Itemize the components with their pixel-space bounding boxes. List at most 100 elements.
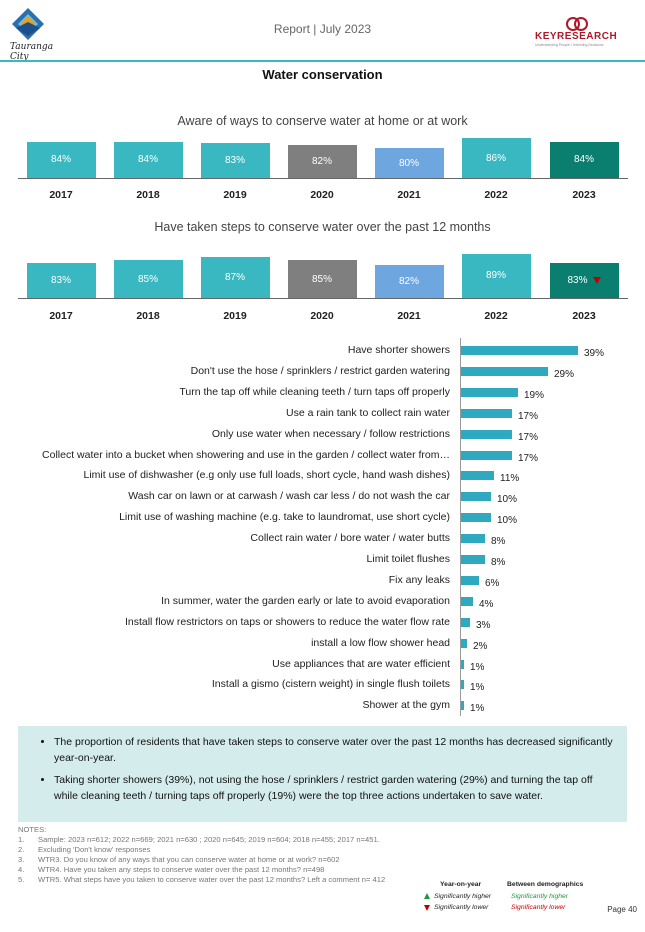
chart2-value-label: 83%	[50, 275, 71, 287]
chart1-year-label: 2018	[136, 189, 160, 201]
tauranga-logo: Tauranga City	[6, 6, 66, 62]
page-number: Page 40	[607, 905, 637, 914]
chart1-year-label: 2020	[310, 189, 334, 201]
chart3-value-label: 17%	[518, 452, 539, 464]
chart2-bar-2019: 87%	[200, 256, 270, 298]
keyresearch-name: KEYRESEARCH	[535, 31, 618, 42]
chart1-year-label: 2021	[397, 189, 421, 201]
tauranga-logo-mark-icon	[12, 8, 44, 40]
chart3-value-label: 1%	[470, 682, 485, 694]
chart2-bar-2020: 85%	[287, 260, 357, 298]
chart3-value-label: 39%	[584, 348, 605, 359]
chart3-category-label: Shower at the gym	[362, 699, 450, 712]
chart2-year-label: 2022	[484, 310, 508, 322]
chart3-category-label: Have shorter showers	[347, 344, 450, 356]
chart3-bar	[461, 471, 494, 481]
chart1-year-label: 2017	[49, 189, 73, 201]
chart1-year-label: 2023	[572, 189, 596, 201]
header-rule	[0, 60, 645, 62]
keyresearch-mark-icon	[566, 17, 588, 31]
triangle-down-icon	[424, 905, 430, 911]
chart3-value-label: 2%	[473, 640, 488, 652]
chart3-category-label: Install flow restrictors on taps or show…	[124, 615, 450, 628]
legend-higher: Significantly higher	[434, 893, 492, 900]
chart3-bar	[461, 534, 485, 544]
logo-city-text: Tauranga City	[10, 42, 54, 62]
chart1-value-label: 84%	[573, 154, 594, 166]
chart3-bar	[461, 346, 578, 355]
chart2-bar-2023: 83%	[549, 263, 619, 298]
chart3-bar	[461, 408, 512, 418]
triangle-up-icon	[424, 893, 430, 899]
chart1-bar-2017: 84%	[26, 141, 96, 178]
legend-yoy-heading: Year-on-year	[440, 881, 482, 888]
chart3-bar	[461, 387, 518, 397]
chart1-value-label: 82%	[311, 155, 332, 167]
chart3-bar	[461, 450, 512, 460]
chart3-bar	[461, 659, 464, 669]
chart3-value-label: 10%	[497, 494, 518, 506]
chart3-category-label: Fix any leaks	[388, 573, 450, 586]
chart3-bar	[461, 555, 485, 564]
chart3-bar	[461, 596, 473, 606]
chart2-value-label: 89%	[485, 270, 506, 282]
chart2-year-label: 2017	[49, 310, 73, 322]
keyresearch-tagline: Understanding People • Informing Decisio…	[535, 43, 604, 47]
report-date: Report | July 2023	[273, 22, 372, 36]
chart1-value-label: 84%	[137, 154, 158, 166]
summary-point: Taking shorter showers (39%), not using …	[54, 772, 615, 804]
chart3-value-label: 3%	[476, 619, 491, 631]
chart3-bar	[461, 492, 491, 502]
legend-higher-demog: Significantly higher	[511, 893, 569, 900]
chart2-title: Have taken steps to conserve water over …	[154, 220, 491, 234]
chart2-bar-2018: 85%	[113, 260, 183, 298]
chart2-year-label: 2018	[136, 310, 160, 322]
chart3-category-label: In summer, water the garden early or lat…	[161, 594, 450, 607]
chart3-bar	[461, 701, 464, 711]
chart2-year-label: 2023	[572, 310, 596, 322]
significance-legend: Year-on-year Between demographics Signif…	[418, 881, 598, 921]
chart3-category-label: Limit use of dishwasher (e.g only use fu…	[83, 469, 450, 482]
chart2-year-label: 2020	[310, 310, 334, 322]
chart2-value-label: 82%	[398, 275, 419, 287]
chart3-value-label: 4%	[479, 598, 494, 610]
chart1-title: Aware of ways to conserve water at home …	[177, 114, 468, 128]
chart2-value-label: 85%	[137, 273, 158, 285]
chart1-axis	[18, 178, 628, 179]
chart2-bar-2022: 89%	[461, 253, 531, 298]
chart3-bar	[461, 366, 548, 376]
chart1-bar-2023: 84%	[549, 141, 619, 178]
legend-lower: Significantly lower	[434, 904, 489, 911]
chart3-bar	[461, 575, 479, 585]
chart3-value-label: 11%	[500, 473, 520, 485]
chart3-category-label: Use a rain tank to collect rain water	[286, 406, 450, 419]
chart1-bar-2019: 83%	[200, 143, 270, 178]
chart3-value-label: 1%	[470, 703, 485, 715]
chart3-category-label: Limit toilet flushes	[366, 553, 450, 565]
chart3-category-label: Turn the tap off while cleaning teeth / …	[179, 385, 450, 398]
chart3-bar	[461, 680, 464, 690]
chart1-value-label: 80%	[398, 157, 419, 169]
notes-heading: NOTES:	[18, 825, 47, 834]
chart1-bar-2020: 82%	[287, 144, 357, 178]
chart2-value-label: 83%	[567, 275, 588, 287]
note-item: 2. Excluding 'Don't know' responses	[18, 845, 151, 854]
chart3-value-label: 8%	[491, 536, 506, 548]
chart2-year-label: 2021	[397, 310, 421, 322]
chart1-bar-2018: 84%	[113, 141, 183, 178]
chart2-value-label: 87%	[224, 271, 245, 283]
chart3-category-label: Wash car on lawn or at carwash / wash ca…	[128, 490, 450, 503]
report-header: Tauranga City Report | July 2023 KEYRESE…	[0, 0, 645, 62]
chart3-category-label: install a low flow shower head	[311, 636, 450, 649]
note-item: 3. WTR3. Do you know of any ways that you…	[18, 855, 340, 864]
chart3-bar	[461, 617, 470, 627]
page-title: Water conservation	[262, 67, 383, 82]
chart3-bar	[461, 638, 467, 648]
chart2-bar-2021: 82%	[374, 264, 444, 298]
chart3-bar	[461, 513, 491, 523]
chart3-value-label: 10%	[497, 515, 518, 527]
chart3-category-label: Don't use the hose / sprinklers / restri…	[190, 364, 450, 377]
notes: NOTES: 1. Sample: 2023 n=612; 2022 n=669;…	[18, 825, 408, 885]
chart3-value-label: 17%	[518, 410, 539, 422]
significantly-lower-icon	[592, 277, 601, 285]
